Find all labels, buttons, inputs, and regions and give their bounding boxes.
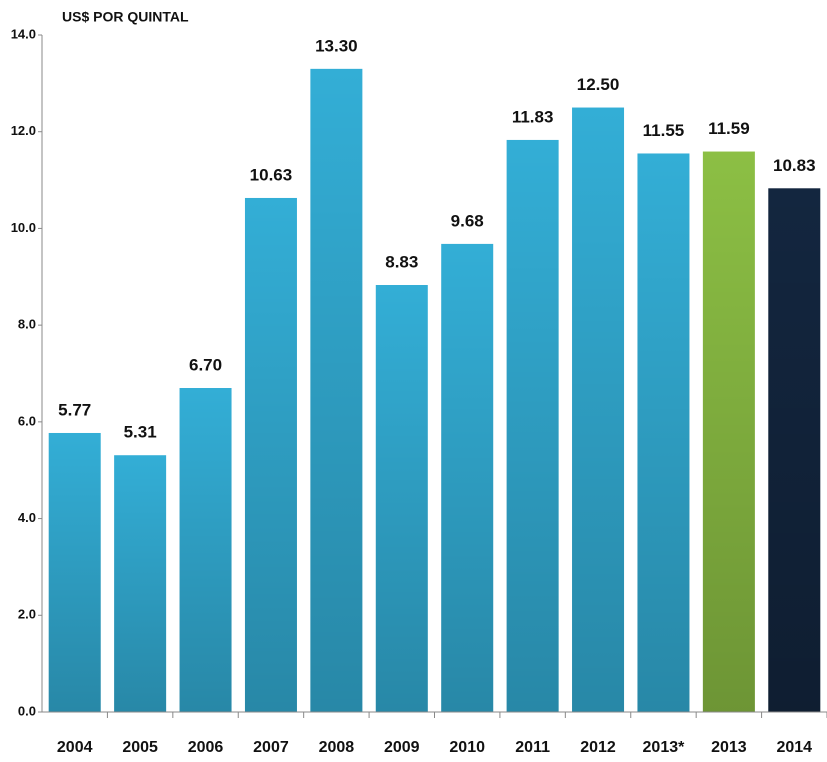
x-tick-label: 2005 bbox=[122, 739, 158, 756]
y-tick-label: 2.0 bbox=[18, 607, 36, 622]
bar-shade bbox=[310, 68, 363, 713]
bar-shade bbox=[441, 243, 494, 712]
bar-shade bbox=[375, 285, 428, 712]
bar-shade bbox=[637, 153, 690, 713]
x-tick-label: 2007 bbox=[253, 739, 289, 756]
x-tick-label: 2006 bbox=[188, 739, 224, 756]
y-tick-label: 4.0 bbox=[18, 510, 36, 525]
y-tick-label: 12.0 bbox=[11, 123, 36, 138]
x-tick-label: 2011 bbox=[515, 739, 550, 756]
bar-shade bbox=[48, 432, 101, 712]
bar-shade bbox=[768, 188, 821, 713]
value-label: 10.83 bbox=[773, 156, 816, 175]
value-label: 13.30 bbox=[315, 36, 358, 55]
value-label: 6.70 bbox=[189, 355, 222, 374]
value-label: 10.63 bbox=[250, 165, 293, 184]
value-label: 11.55 bbox=[643, 121, 685, 140]
x-tick-label: 2013 bbox=[711, 739, 747, 756]
bar-shade bbox=[244, 197, 297, 713]
value-label: 11.59 bbox=[708, 119, 750, 138]
x-tick-label: 2010 bbox=[449, 739, 485, 756]
bar-shade bbox=[506, 139, 559, 712]
y-tick-label: 10.0 bbox=[11, 220, 36, 235]
value-label: 11.83 bbox=[512, 107, 554, 126]
y-tick-label: 6.0 bbox=[18, 413, 36, 428]
x-tick-label: 2009 bbox=[384, 739, 420, 756]
bar-shade bbox=[114, 455, 167, 712]
bar-shade bbox=[702, 151, 755, 712]
value-label: 8.83 bbox=[385, 252, 418, 271]
x-tick-label: 2008 bbox=[319, 739, 355, 756]
value-label: 9.68 bbox=[451, 211, 484, 230]
bar-shade bbox=[572, 107, 625, 713]
value-label: 5.77 bbox=[58, 400, 91, 419]
value-label: 5.31 bbox=[124, 423, 157, 442]
x-tick-label: 2013* bbox=[643, 739, 686, 756]
bar-shade bbox=[179, 388, 232, 712]
x-tick-label: 2004 bbox=[57, 739, 93, 756]
chart-title: US$ POR QUINTAL bbox=[62, 9, 189, 25]
x-tick-label: 2014 bbox=[776, 739, 812, 756]
x-tick-label: 2012 bbox=[580, 739, 616, 756]
y-tick-label: 14.0 bbox=[11, 26, 36, 41]
y-tick-label: 8.0 bbox=[18, 317, 36, 332]
y-tick-label: 0.0 bbox=[18, 703, 36, 718]
value-label: 12.50 bbox=[577, 75, 620, 94]
